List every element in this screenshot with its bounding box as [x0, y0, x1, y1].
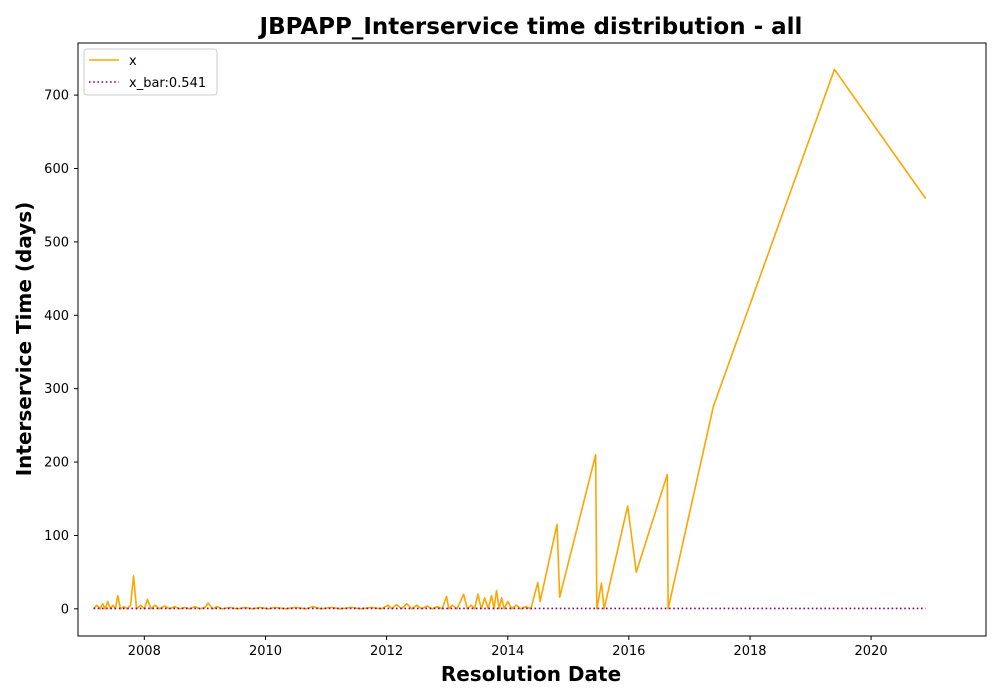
- y-tick-label: 300: [44, 382, 69, 397]
- y-tick-label: 700: [44, 89, 69, 104]
- x-tick-label: 2018: [733, 644, 766, 659]
- legend-label-x: x: [129, 54, 137, 69]
- y-tick-label: 0: [61, 602, 69, 617]
- y-axis-label: Interservice Time (days): [12, 202, 36, 477]
- series-line-x: [92, 68, 927, 610]
- x-axis: 2008 2010 2012 2014 2016 2018 2020: [128, 636, 888, 659]
- y-tick-label: 500: [44, 235, 69, 250]
- x-tick-label: 2020: [855, 644, 888, 659]
- y-tick-label: 600: [44, 162, 69, 177]
- x-tick-label: 2012: [370, 644, 403, 659]
- x-tick-label: 2014: [491, 644, 524, 659]
- y-tick-label: 200: [44, 456, 69, 471]
- x-axis-label: Resolution Date: [441, 662, 621, 686]
- x-tick-label: 2016: [612, 644, 645, 659]
- legend: x x_bar:0.541: [83, 48, 218, 96]
- plot-area: [92, 68, 927, 610]
- chart-title: JBPAPP_Interservice time distribution - …: [258, 14, 803, 40]
- y-tick-label: 400: [44, 309, 69, 324]
- legend-label-x-bar: x_bar:0.541: [129, 76, 206, 91]
- x-tick-label: 2008: [128, 644, 161, 659]
- y-tick-label: 100: [44, 529, 69, 544]
- y-axis: 0 100 200 300 400 500 600 700: [44, 89, 78, 617]
- plot-frame: [77, 42, 987, 637]
- x-tick-label: 2010: [249, 644, 282, 659]
